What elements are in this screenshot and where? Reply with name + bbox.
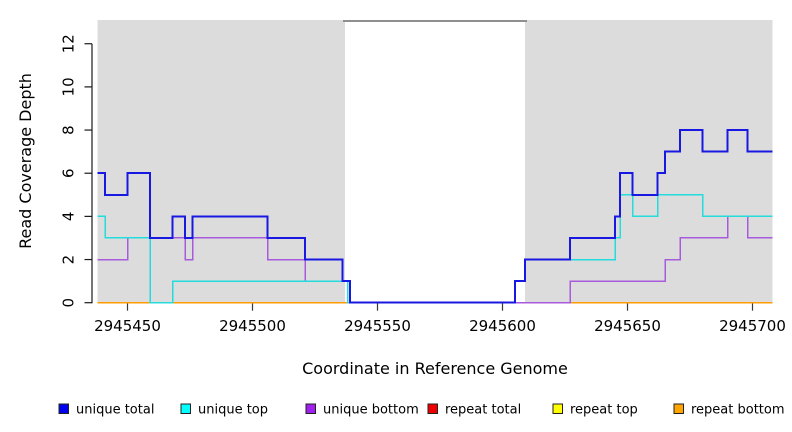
legend-swatch-unique-top [180, 403, 191, 414]
y-tick-label: 2 [60, 255, 78, 265]
x-axis: 2945450 2945500 2945550 2945600 2945650 29457… [94, 303, 786, 335]
series-lines [97, 129, 773, 304]
legend-label: repeat bottom [691, 403, 785, 418]
legend-item: unique bottom [305, 403, 419, 418]
x-tick-label: 2945600 [469, 317, 536, 335]
legend-swatch-repeat-total [427, 403, 438, 414]
x-tick-label: 2945500 [219, 317, 286, 335]
legend-item: unique total [58, 403, 154, 418]
y-tick-label: 4 [60, 212, 78, 222]
y-axis: 0 2 4 6 8 10 12 [60, 34, 93, 307]
legend-swatch-unique-bottom [305, 403, 316, 414]
legend-label: unique bottom [323, 403, 419, 418]
legend-item: unique top [180, 403, 268, 418]
legend-label: repeat total [445, 403, 521, 418]
legend-label: unique top [198, 403, 268, 418]
y-tick-label: 6 [60, 168, 78, 178]
legend-item: repeat bottom [673, 403, 785, 418]
legend-label: repeat top [570, 403, 638, 418]
legend: unique total unique top unique bottom repea… [58, 403, 785, 418]
legend-item: repeat top [552, 403, 638, 418]
x-tick-label: 2945450 [94, 317, 161, 335]
shaded-regions [97, 20, 773, 303]
legend-item: repeat total [427, 403, 521, 418]
shaded-region [525, 20, 773, 303]
y-axis-title: Read Coverage Depth [16, 73, 35, 249]
x-axis-title: Coordinate in Reference Genome [302, 359, 568, 378]
legend-swatch-unique-total [58, 403, 69, 414]
y-tick-label: 8 [60, 125, 78, 135]
series-line-unique-total [97, 129, 773, 304]
x-tick-label: 2945700 [719, 317, 786, 335]
y-tick-label: 0 [60, 298, 78, 308]
y-tick-label: 10 [60, 77, 78, 96]
legend-swatch-repeat-bottom [673, 403, 684, 414]
x-tick-label: 2945650 [594, 317, 661, 335]
x-tick-label: 2945550 [344, 317, 411, 335]
y-tick-label: 12 [60, 34, 78, 53]
shaded-region [97, 20, 345, 303]
legend-swatch-repeat-top [552, 403, 563, 414]
legend-label: unique total [76, 403, 154, 418]
